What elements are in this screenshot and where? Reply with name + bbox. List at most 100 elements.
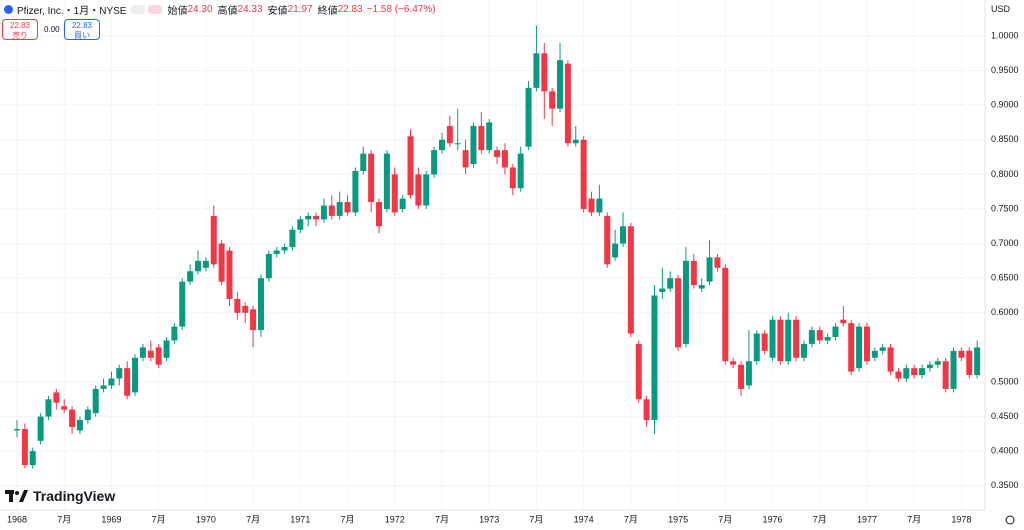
candle [336,191,343,220]
body [863,326,870,362]
body [919,368,926,376]
candle [840,305,847,327]
candle [903,364,910,382]
symbol-icon [4,5,13,14]
y-tick-label: 0.9000 [991,100,1019,110]
settings-icon[interactable] [1005,515,1015,525]
candle [816,326,823,344]
candle [132,354,139,396]
candle [431,146,438,178]
candle [139,343,146,362]
body [911,368,918,376]
body [376,202,383,227]
body [517,153,524,189]
candle [612,229,619,261]
body [226,250,233,299]
candle [257,274,264,338]
price: 22.83 [71,21,93,30]
body [871,350,878,358]
candle [588,191,595,216]
buy-button[interactable]: 22.83 買い [64,19,100,40]
candle [415,167,422,209]
body [234,298,241,313]
body [368,153,375,203]
x-tick-label: 7月 [152,514,166,524]
candle [297,215,304,234]
sell-button[interactable]: 22.83 売り [2,19,38,40]
change: −1.58 (−6.47%) [366,4,436,15]
body [21,429,28,466]
body [974,347,981,376]
candle [391,167,398,216]
toggle[interactable] [131,5,146,14]
candle [596,184,603,216]
body [132,357,139,393]
candle [517,146,524,192]
candle [494,146,501,165]
body [801,343,807,358]
candle [926,361,933,372]
candle [328,195,335,220]
body [619,226,626,244]
candle [801,340,807,362]
body [399,198,406,209]
body [761,333,768,351]
candle [265,250,272,282]
candle [53,388,60,410]
y-tick-label: 0.5000 [991,376,1019,386]
y-tick-label: 1.0000 [991,30,1019,40]
candle [635,340,642,403]
x-tick-label: 7月 [435,514,449,524]
body [352,170,359,213]
candle [706,240,713,286]
body [887,347,894,372]
body [470,125,477,165]
body [706,257,713,282]
body [604,215,611,265]
candle [966,347,973,379]
candle [808,326,815,348]
candle [690,253,697,289]
candle [383,150,390,213]
body [336,202,343,216]
body [289,229,296,248]
candle [848,319,855,376]
body [635,343,642,400]
body [202,260,209,268]
body [462,150,469,168]
toggle[interactable] [148,5,163,14]
body [816,330,823,341]
body [667,278,674,289]
logo-text: TradingView [33,488,116,504]
body [415,174,422,206]
value: 22.83 [337,4,363,15]
x-tick-label: 1971 [290,514,310,524]
x-tick-label: 1975 [668,514,688,524]
candle [619,212,626,248]
body [391,174,398,213]
candle [226,247,233,306]
candle [250,305,257,348]
candle [509,164,516,196]
candle [147,340,154,362]
body [297,219,304,230]
x-tick-label: 1973 [479,514,499,524]
candle [61,399,68,414]
body [344,202,351,213]
candle [501,143,508,175]
x-tick-label: 7月 [57,514,71,524]
candle [604,212,611,268]
candle [643,395,650,427]
candle [659,267,666,299]
body [745,361,752,386]
body [423,174,430,206]
candle [84,406,91,424]
body [76,420,83,431]
candle [942,357,949,393]
body [596,198,603,213]
body [163,340,170,358]
y-tick-label: 0.7000 [991,238,1019,248]
body [446,125,453,144]
body [714,257,721,268]
x-tick-label: 1969 [101,514,121,524]
